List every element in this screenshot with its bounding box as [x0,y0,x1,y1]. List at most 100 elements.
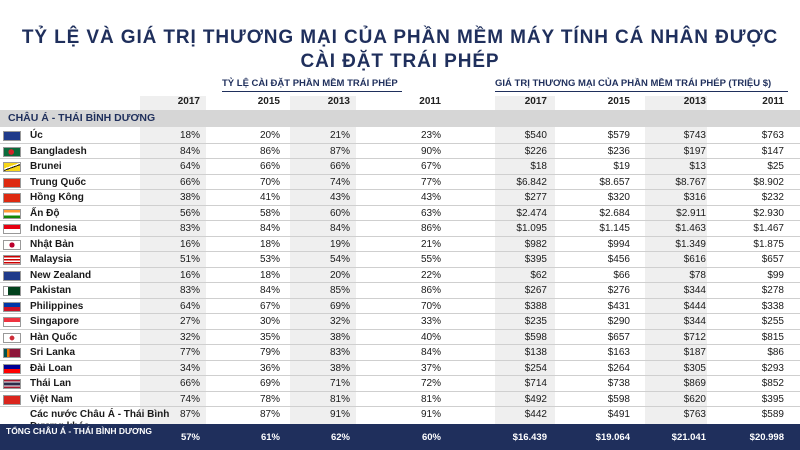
commercial-value-cell: $66 [613,269,630,281]
commercial-value-cell: $276 [607,285,630,296]
piracy-rate-cell: 84% [259,285,280,296]
commercial-value-cell: $86 [767,347,784,358]
year-header: 2013 [327,96,350,107]
year-header: 2011 [762,96,784,107]
commercial-value-cell: $540 [524,130,547,141]
piracy-rate-cell: 91% [329,409,350,420]
commercial-value-cell: $2.684 [599,207,630,219]
country-name: Thái Lan [30,378,72,389]
table-row: Hàn Quốc 32% 35% 38% 40% $598 $657 $712 $815 [0,330,800,345]
country-name: Việt Nam [30,393,73,405]
commercial-value-cell: $163 [607,347,630,358]
piracy-rate-cell: 36% [259,362,280,374]
commercial-value-cell: $344 [683,316,706,327]
piracy-rate-cell: 77% [179,347,200,358]
piracy-rate-cell: 38% [179,192,200,203]
commercial-value-cell: $1.145 [599,223,630,234]
data-table: Úc 18% 20% 21% 23% $540 $579 $743 $763 Bangladesh… [0,128,800,437]
piracy-rate-cell: 20% [329,269,350,281]
region-label: CHÂU Á - THÁI BÌNH DƯƠNG [8,112,156,124]
commercial-value-cell: $320 [607,192,630,203]
piracy-rate-cell: 32% [179,331,200,343]
commercial-value-cell: $657 [761,254,784,265]
brunei-flag-icon [3,162,21,172]
commercial-value-cell: $444 [683,300,706,312]
commercial-value-cell: $598 [607,393,630,405]
piracy-rate-cell: 40% [420,331,441,343]
commercial-value-cell: $290 [607,316,630,327]
country-name: Sri Lanka [30,347,76,358]
vietnam-flag-icon [3,394,21,405]
piracy-rate-cell: 33% [420,316,441,327]
commercial-value-cell: $763 [683,409,706,420]
piracy-rate-cell: 66% [329,161,350,172]
country-name: Malaysia [30,254,72,265]
commercial-value-cell: $657 [607,331,630,343]
piracy-rate-cell: 18% [259,269,280,281]
commercial-value-cell: $6.842 [516,176,547,188]
piracy-rate-cell: 87% [329,145,350,157]
piracy-rate-cell: 37% [420,362,441,374]
country-name: Bangladesh [30,145,87,157]
column-shade [645,96,707,426]
table-row: Indonesia 83% 84% 84% 86% $1.095 $1.145 $1.463 $… [0,221,800,237]
country-name: Philippines [30,300,84,312]
commercial-value-cell: $99 [767,269,784,281]
sri-lanka-flag-icon [3,348,21,358]
piracy-rate-cell: 83% [329,347,350,358]
year-header: 2015 [257,96,280,107]
commercial-value-cell: $431 [607,300,630,312]
year-header: 2017 [177,96,200,107]
piracy-rate-cell: 86% [259,145,280,157]
piracy-rate-cell: 18% [259,238,280,250]
japan-flag-icon [3,239,21,250]
commercial-value-cell: $277 [524,192,547,203]
piracy-rate-cell: 84% [179,145,200,157]
piracy-rate-cell: 69% [329,300,350,312]
country-name: Úc [30,130,43,141]
new-zealand-flag-icon [3,270,21,281]
commercial-value-cell: $589 [761,409,784,420]
commercial-value-cell: $232 [761,192,784,203]
piracy-rate-cell: 30% [259,316,280,327]
piracy-rate-cell: 91% [420,409,441,420]
piracy-rate-cell: 21% [420,238,441,250]
country-name: Brunei [30,161,62,172]
piracy-rate-cell: 90% [420,145,441,157]
table-row: New Zealand 16% 18% 20% 22% $62 $66 $78 $99 [0,268,800,283]
piracy-rate-cell: 27% [179,316,200,327]
commercial-value-cell: $852 [761,378,784,389]
table-row: Hồng Kông 38% 41% 43% 43% $277 $320 $316 $232 [0,190,800,206]
table-row: Malaysia 51% 53% 54% 55% $395 $456 $616 $657 [0,252,800,268]
piracy-rate-cell: 23% [420,130,441,141]
commercial-value-cell: $13 [689,161,706,172]
rate-group-underline [222,91,402,92]
value-group-underline [495,91,788,92]
piracy-rate-cell: 83% [179,285,200,296]
piracy-rate-cell: 77% [420,176,441,188]
piracy-rate-cell: 84% [329,223,350,234]
piracy-rate-cell: 64% [179,300,200,312]
piracy-rate-cell: 19% [329,238,350,250]
piracy-rate-cell: 60% [329,207,350,219]
piracy-rate-cell: 34% [179,362,200,374]
piracy-rate-cell: 56% [179,207,200,219]
table-row: Philippines 64% 67% 69% 70% $388 $431 $444 $338 [0,299,800,314]
piracy-rate-cell: 16% [179,238,200,250]
commercial-value-cell: $456 [607,254,630,265]
commercial-value-cell: $293 [761,362,784,374]
year-header: 2017 [524,96,547,107]
commercial-value-cell: $316 [683,192,706,203]
table-row: Ấn Độ 56% 58% 60% 63% $2.474 $2.684 $2.911 $2.93… [0,206,800,221]
commercial-value-cell: $235 [524,316,547,327]
commercial-value-cell: $19 [613,161,630,172]
piracy-rate-cell: 35% [259,331,280,343]
table-row: Nhật Bản 16% 18% 19% 21% $982 $994 $1.349 $1.875 [0,237,800,252]
table-row: Việt Nam 74% 78% 81% 81% $492 $598 $620 $395 [0,392,800,407]
commercial-value-cell: $442 [524,409,547,420]
total-cell: 61% [260,432,280,443]
commercial-value-cell: $982 [524,238,547,250]
country-name: New Zealand [30,269,92,281]
table-row: Sri Lanka 77% 79% 83% 84% $138 $163 $187 $86 [0,345,800,361]
column-shade [290,96,356,426]
